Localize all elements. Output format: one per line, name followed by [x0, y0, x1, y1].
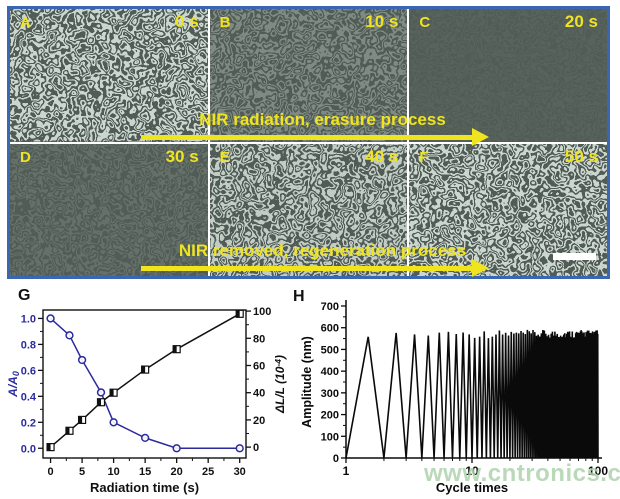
watermark-text: www.cntronics.com: [424, 460, 620, 487]
panel-letter: B: [219, 14, 231, 31]
micrograph-panel-b: B 10 s: [209, 9, 408, 142]
micrograph-panel-d: D 30 s: [10, 143, 208, 276]
svg-text:40: 40: [253, 388, 265, 400]
fingerprint-texture: [409, 9, 607, 142]
panel-h-label: H: [293, 288, 305, 305]
svg-text:600: 600: [321, 323, 339, 335]
panel-letter: C: [419, 14, 431, 31]
h-x-axis-title: Cycle times: [436, 480, 508, 495]
regeneration-arrow: [141, 266, 472, 271]
micrograph-montage: A 0 s B 10 s C 20 s: [7, 6, 610, 279]
svg-text:100: 100: [588, 464, 608, 478]
g-left-axis-title: A/A0: [6, 371, 21, 398]
svg-text:100: 100: [321, 431, 339, 443]
panel-g-label: G: [18, 287, 31, 304]
svg-text:10: 10: [465, 464, 479, 478]
svg-text:100: 100: [253, 306, 271, 318]
svg-text:1: 1: [343, 464, 350, 478]
h-y-axis-title: Amplitude (nm): [300, 336, 314, 428]
micrograph-panel-e: E 40 s: [209, 143, 408, 276]
regeneration-arrow-head-icon: [472, 259, 489, 277]
svg-text:20: 20: [171, 466, 183, 478]
svg-text:0.6: 0.6: [21, 365, 36, 377]
regeneration-process-caption: NIR removed, regeneration process: [178, 241, 467, 260]
panel-letter: D: [20, 148, 32, 166]
fingerprint-texture: [209, 143, 408, 276]
panel-timestamp: 20 s: [564, 12, 598, 31]
fingerprint-texture: [10, 143, 208, 276]
panel-letter: F: [419, 148, 429, 166]
svg-text:0.0: 0.0: [21, 443, 36, 455]
svg-text:700: 700: [321, 301, 339, 313]
panel-timestamp: 50 s: [564, 146, 598, 166]
svg-text:60: 60: [253, 361, 265, 373]
svg-text:0.8: 0.8: [21, 339, 36, 351]
svg-text:1.0: 1.0: [21, 313, 36, 325]
chart-h-amplitude-plot: 0 100 200 300 400 500 600 700 1 10 100 Cycle times A…: [300, 300, 608, 495]
panel-timestamp: 40 s: [365, 146, 399, 166]
svg-text:25: 25: [202, 466, 214, 478]
chart-g-dual-axis-plot: 0 5 10 15 20 25 30 0.0 0.2 0.4 0.6 0.8 1.0 0 20 40 60 80 1…: [6, 306, 287, 495]
erasure-process-caption: NIR radiation, erasure process: [199, 110, 446, 129]
panel-letter: A: [20, 14, 32, 31]
erasure-arrow-head-icon: [472, 128, 489, 146]
svg-text:0: 0: [333, 453, 339, 465]
panel-letter: E: [219, 148, 231, 166]
erasure-arrow: [141, 135, 472, 140]
panel-timestamp: 10 s: [365, 12, 399, 31]
g-x-axis-title: Radiation time (s): [90, 480, 199, 495]
svg-text:500: 500: [321, 344, 339, 356]
g-right-axis-title: ΔL/L (10-4): [273, 355, 287, 414]
svg-text:15: 15: [139, 466, 151, 478]
micrograph-panel-c: C 20 s: [409, 9, 607, 142]
svg-text:400: 400: [321, 366, 339, 378]
svg-text:200: 200: [321, 410, 339, 422]
scale-bar: [553, 253, 596, 260]
svg-text:20: 20: [253, 415, 265, 427]
panel-timestamp: 30 s: [165, 146, 199, 166]
panel-timestamp: 0 s: [175, 12, 199, 31]
svg-text:300: 300: [321, 388, 339, 400]
svg-text:10: 10: [107, 466, 119, 478]
fingerprint-texture: [209, 9, 408, 142]
svg-text:5: 5: [79, 466, 85, 478]
svg-text:0: 0: [48, 466, 54, 478]
fingerprint-texture: [10, 9, 208, 142]
micrograph-panel-a: A 0 s: [10, 9, 208, 142]
svg-text:30: 30: [234, 466, 246, 478]
svg-text:80: 80: [253, 333, 265, 345]
svg-text:0.4: 0.4: [21, 391, 37, 403]
svg-text:0.2: 0.2: [21, 417, 36, 429]
svg-text:0: 0: [253, 442, 259, 454]
